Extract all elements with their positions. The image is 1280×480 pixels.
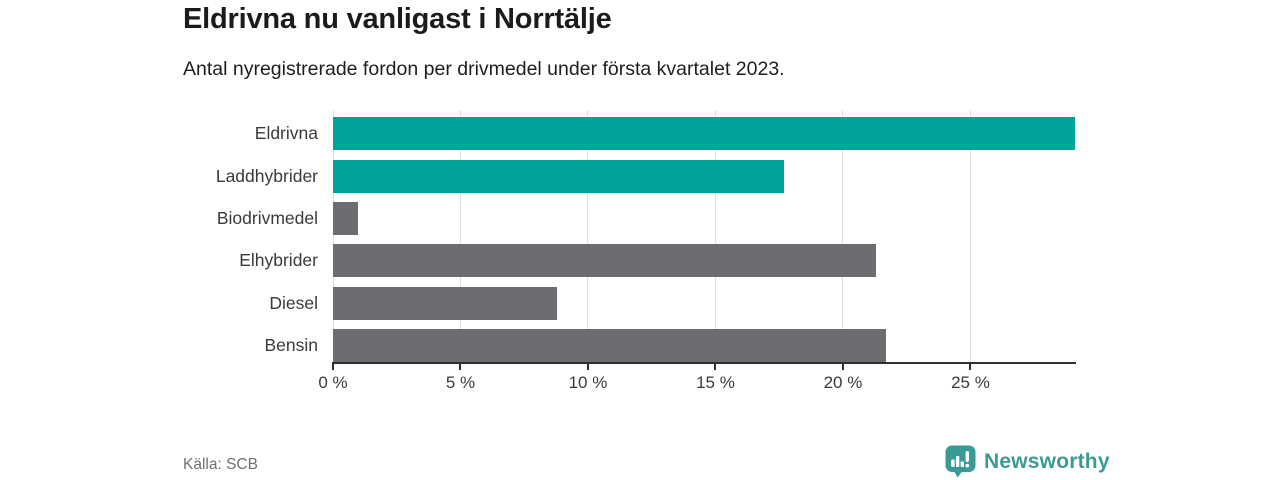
gridline: [714, 110, 716, 362]
chart-title: Eldrivna nu vanligast i Norrtälje: [183, 3, 612, 35]
gridline: [842, 110, 844, 362]
newsworthy-logo: Newsworthy: [945, 445, 1110, 478]
x-tick: [459, 364, 462, 370]
gridline: [332, 110, 334, 362]
newsworthy-wordmark: Newsworthy: [984, 449, 1110, 473]
x-tick-label: 20 %: [823, 373, 863, 392]
bar-label: Laddhybrider: [215, 165, 318, 186]
bar-label: Elhybrider: [239, 250, 318, 271]
bar: [333, 329, 887, 362]
x-tick-label: 25 %: [951, 373, 990, 392]
newsworthy-bubble-chart-icon: [945, 445, 976, 478]
bar-label: Eldrivna: [254, 123, 318, 144]
x-tick: [969, 364, 972, 370]
x-tick-label: 0 %: [318, 373, 348, 392]
bar-label: Biodrivmedel: [216, 208, 318, 229]
x-axis-line: [332, 362, 1076, 364]
bar: [333, 202, 359, 236]
x-tick-label: 5 %: [445, 373, 476, 392]
chart-subtitle: Antal nyregistrerade fordon per drivmede…: [183, 58, 785, 80]
bar-label: Bensin: [264, 335, 318, 355]
gridline: [459, 110, 461, 362]
bar: [333, 117, 1075, 151]
x-tick-label: 15 %: [696, 373, 735, 392]
source-note: Källa: SCB: [183, 456, 258, 473]
bar: [333, 244, 877, 278]
bar-label: Diesel: [269, 292, 318, 313]
x-tick: [841, 364, 844, 370]
x-tick: [332, 364, 334, 370]
bar: [333, 159, 785, 193]
x-tick-label: 10 %: [568, 373, 608, 392]
x-tick: [586, 364, 589, 370]
bar: [333, 286, 558, 320]
gridline: [969, 110, 971, 362]
gridline: [587, 110, 589, 362]
x-tick: [714, 364, 717, 370]
